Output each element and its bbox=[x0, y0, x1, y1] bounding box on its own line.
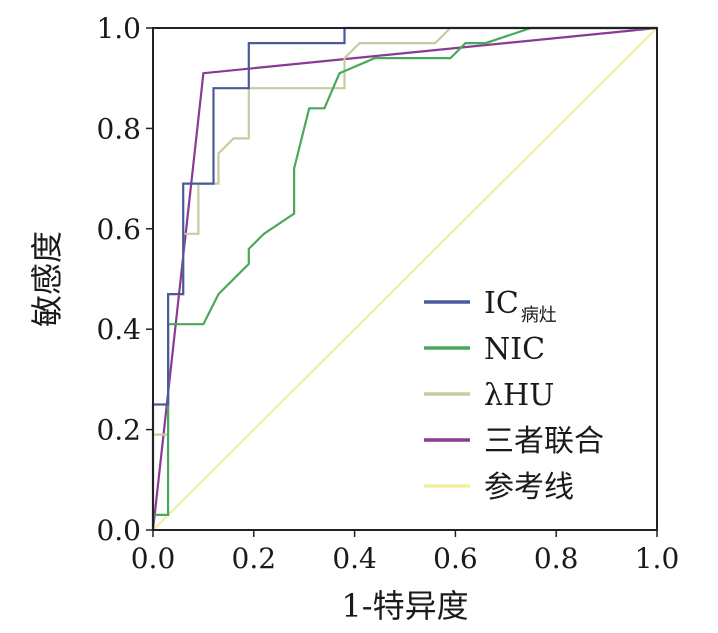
legend-label-text: NIC bbox=[484, 332, 545, 367]
legend-label-0: IC 病灶 bbox=[484, 286, 557, 326]
x-tick-label: 0.4 bbox=[332, 542, 377, 575]
plot-series bbox=[151, 26, 658, 531]
x-tick-label: 0.2 bbox=[232, 542, 277, 575]
y-tick-label: 0.8 bbox=[96, 112, 141, 145]
series-line-0 bbox=[151, 26, 657, 530]
legend-label-text: IC bbox=[484, 286, 519, 321]
legend-label-text: 参考线 bbox=[484, 470, 574, 505]
legend-label-2: λHU bbox=[484, 378, 554, 413]
legend-label-4: 参考线 bbox=[484, 470, 574, 505]
x-axis-title: 1-特异度 bbox=[341, 587, 468, 625]
series-line-1 bbox=[151, 26, 657, 530]
y-tick-label: 0.6 bbox=[96, 213, 141, 246]
legend-label-1: NIC bbox=[484, 332, 545, 367]
legend-label-subscript: 病灶 bbox=[521, 305, 557, 326]
series-line-4 bbox=[152, 27, 658, 531]
x-tick-label: 1.0 bbox=[635, 542, 680, 575]
y-tick-label: 1.0 bbox=[96, 12, 141, 45]
y-tick-label: 0.4 bbox=[96, 313, 141, 346]
y-tick-label: 0.0 bbox=[96, 514, 141, 547]
series-line-3 bbox=[151, 26, 658, 531]
x-tick-label: 0.8 bbox=[534, 542, 579, 575]
y-axis-ticks: 0.0 0.2 0.4 0.6 0.8 1.0 bbox=[96, 12, 153, 547]
y-tick-label: 0.2 bbox=[96, 414, 141, 447]
y-axis-title: 敏感度 bbox=[28, 231, 66, 327]
x-tick-label: 0.6 bbox=[433, 542, 478, 575]
legend-label-text: 三者联合 bbox=[484, 424, 604, 459]
legend-label-text: λHU bbox=[484, 378, 554, 413]
legend-label-3: 三者联合 bbox=[484, 424, 604, 459]
x-tick-label: 0.0 bbox=[131, 542, 176, 575]
plot-frame bbox=[152, 27, 658, 531]
x-axis-ticks: 0.0 0.2 0.4 0.6 0.8 1.0 bbox=[131, 530, 680, 575]
